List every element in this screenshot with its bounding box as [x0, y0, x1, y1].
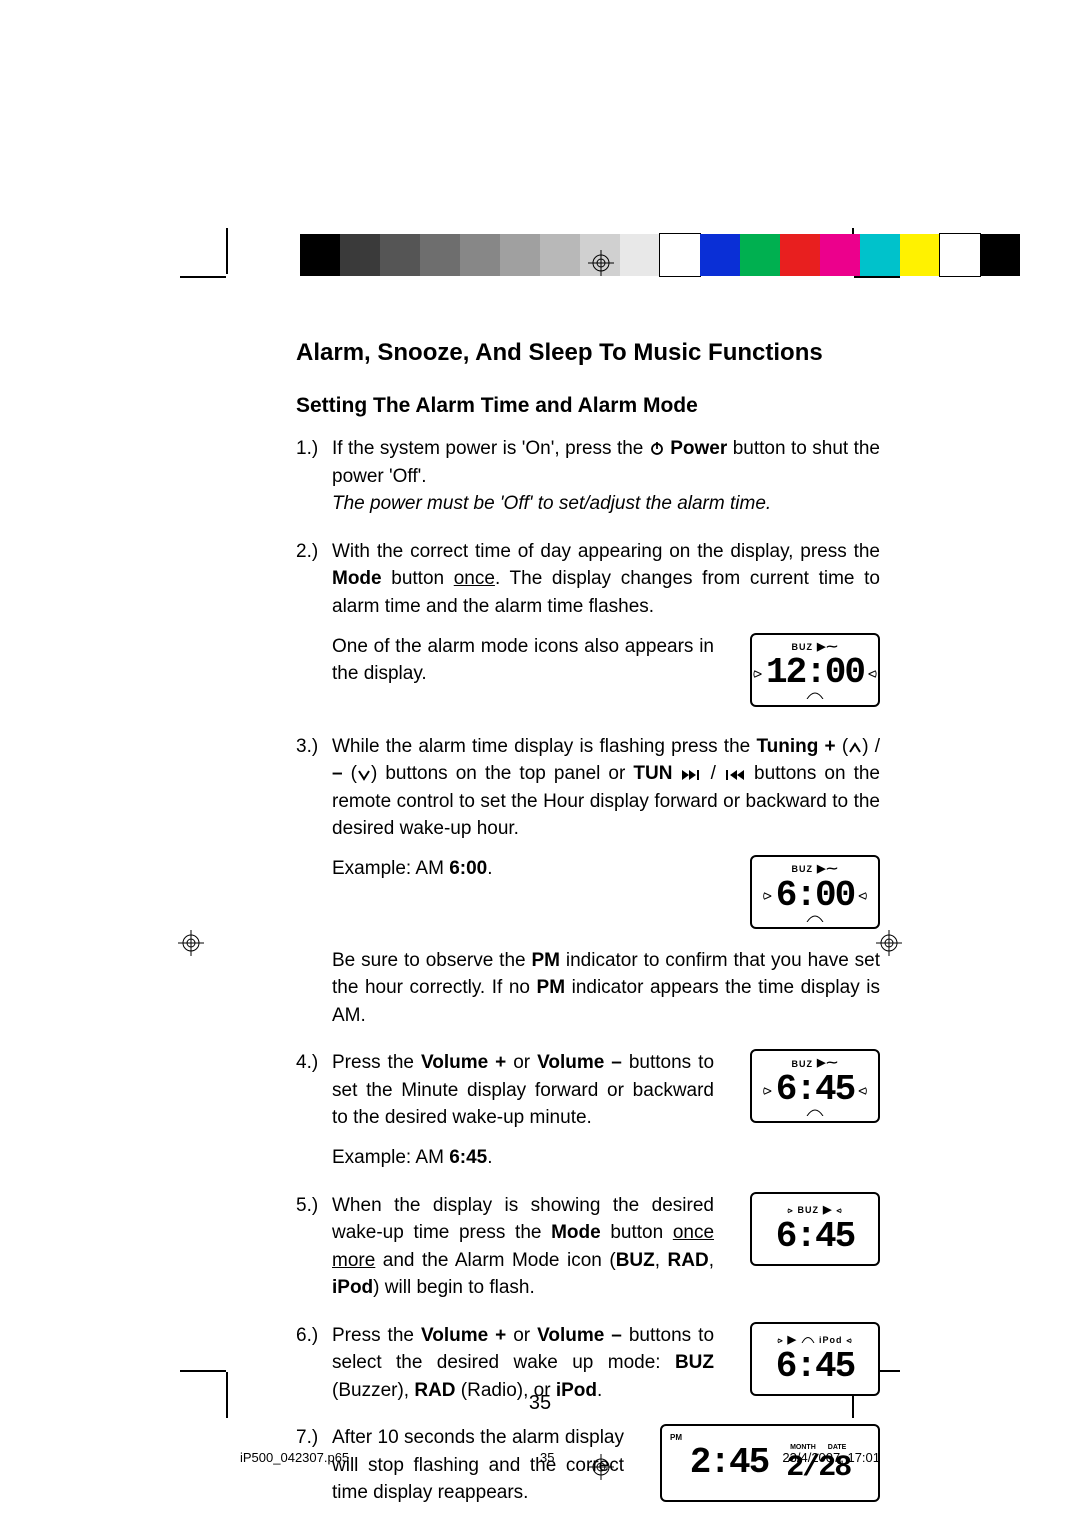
footer: iP500_042307.p65 35 23/4/2007, 17:01: [240, 1450, 880, 1465]
footer-page: 35: [540, 1450, 554, 1465]
step-2: 2.) With the correct time of day appeari…: [296, 538, 880, 713]
step-5: 5.) When the display is showing the desi…: [296, 1192, 880, 1302]
step-number: 3.): [296, 733, 318, 761]
step-number: 5.): [296, 1192, 318, 1220]
crop-mark: [854, 276, 900, 278]
crop-mark: [180, 1370, 226, 1372]
page-number: 35: [60, 1392, 1020, 1415]
document-content: Alarm, Snooze, And Sleep To Music Functi…: [296, 336, 880, 1528]
step-text: With the correct time of day appearing o…: [332, 541, 880, 617]
steps-list: 1.) If the system power is 'On', press t…: [296, 435, 880, 1508]
step-number: 1.): [296, 435, 318, 463]
crop-mark: [226, 228, 228, 274]
page: Alarm, Snooze, And Sleep To Music Functi…: [60, 50, 1020, 1478]
step-2-note: One of the alarm mode icons also appears…: [332, 633, 714, 688]
footer-timestamp: 23/4/2007, 17:01: [782, 1450, 880, 1465]
step-number: 6.): [296, 1322, 318, 1350]
radio-wave-icon: [805, 1108, 825, 1116]
section-subtitle: Setting The Alarm Time and Alarm Mode: [296, 391, 880, 421]
example-label: Example: AM: [332, 858, 449, 879]
down-caret-icon: [357, 763, 371, 784]
step-3: 3.) While the alarm time display is flas…: [296, 733, 880, 1030]
step-4: 4.) Press the Volume + or Volume – butto…: [296, 1049, 880, 1171]
footer-filename: iP500_042307.p65: [240, 1450, 349, 1465]
radio-wave-icon: [805, 691, 825, 699]
radio-wave-icon: [805, 914, 825, 922]
step-number: 2.): [296, 538, 318, 566]
lcd-display-12-00: BUZ▶⁓ ⪧12:00⪦: [750, 633, 880, 707]
step-number: 4.): [296, 1049, 318, 1077]
lcd-display-mode-flash: ⪧BUZ▶⪦ 6:45: [750, 1192, 880, 1266]
pm-note: Be sure to observe the PM indicator to c…: [332, 947, 880, 1030]
step-note-italic: The power must be 'Off' to set/adjust th…: [332, 490, 880, 518]
color-calibration-strip: [300, 234, 1020, 276]
step-1: 1.) If the system power is 'On', press t…: [296, 435, 880, 518]
power-icon: [649, 438, 665, 459]
step-7: 7.) After 10 seconds the alarm display w…: [296, 1424, 880, 1508]
registration-mark-icon: [588, 250, 614, 276]
lcd-display-ipod-mode: ⪧▶iPod⪦ 6:45: [750, 1322, 880, 1396]
step-number: 7.): [296, 1424, 318, 1452]
crop-mark: [180, 276, 226, 278]
step-text: If the system power is 'On', press the P…: [332, 438, 880, 487]
up-caret-icon: [848, 736, 862, 757]
lcd-display-6-00: BUZ▶⁓ ⪧6:00⪦: [750, 855, 880, 929]
registration-mark-icon: [178, 930, 204, 956]
page-title: Alarm, Snooze, And Sleep To Music Functi…: [296, 336, 880, 371]
lcd-display-6-45: BUZ▶⁓ ⪧6:45⪦: [750, 1049, 880, 1123]
fast-forward-icon: [681, 763, 703, 784]
step-text: While the alarm time display is flashing…: [332, 736, 880, 840]
rewind-icon: [724, 763, 746, 784]
